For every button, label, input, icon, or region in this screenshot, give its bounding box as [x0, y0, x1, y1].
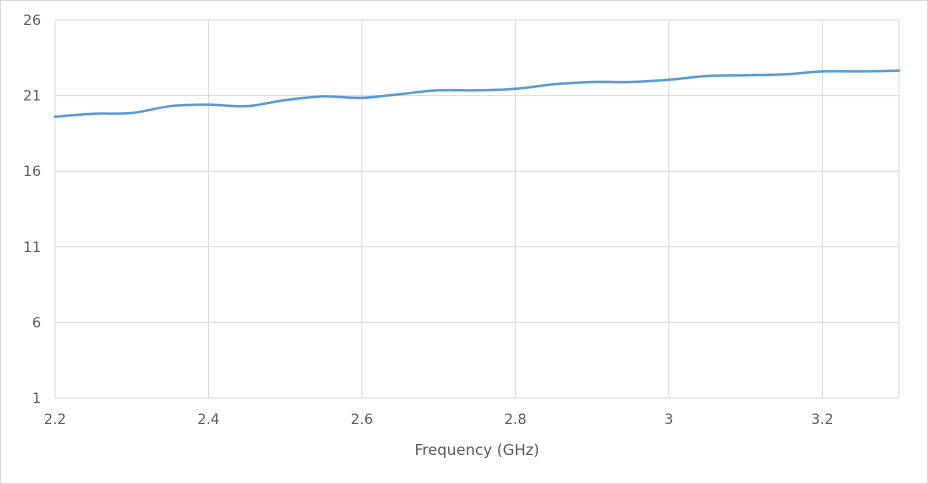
x-tick-label: 2.2	[44, 412, 66, 428]
x-tick-label: 2.4	[197, 412, 219, 428]
series-lines	[53, 69, 901, 119]
y-tick-label: 26	[23, 13, 41, 29]
y-tick-label: 6	[32, 315, 41, 331]
x-axis-tick-labels: 2.2 2.4 2.6 2.8 3 3.2	[44, 412, 834, 428]
x-tick-label: 3.2	[811, 412, 833, 428]
x-tick-label: 3	[664, 412, 673, 428]
series-line	[53, 69, 901, 119]
x-tick-label: 2.8	[504, 412, 526, 428]
y-tick-label: 21	[23, 89, 41, 105]
y-tick-label: 16	[23, 164, 41, 180]
y-tick-label: 1	[32, 391, 41, 407]
grid-lines	[54, 19, 900, 399]
y-tick-label: 11	[23, 240, 41, 256]
x-axis-title: Frequency (GHz)	[415, 441, 540, 459]
x-tick-label: 2.6	[351, 412, 373, 428]
